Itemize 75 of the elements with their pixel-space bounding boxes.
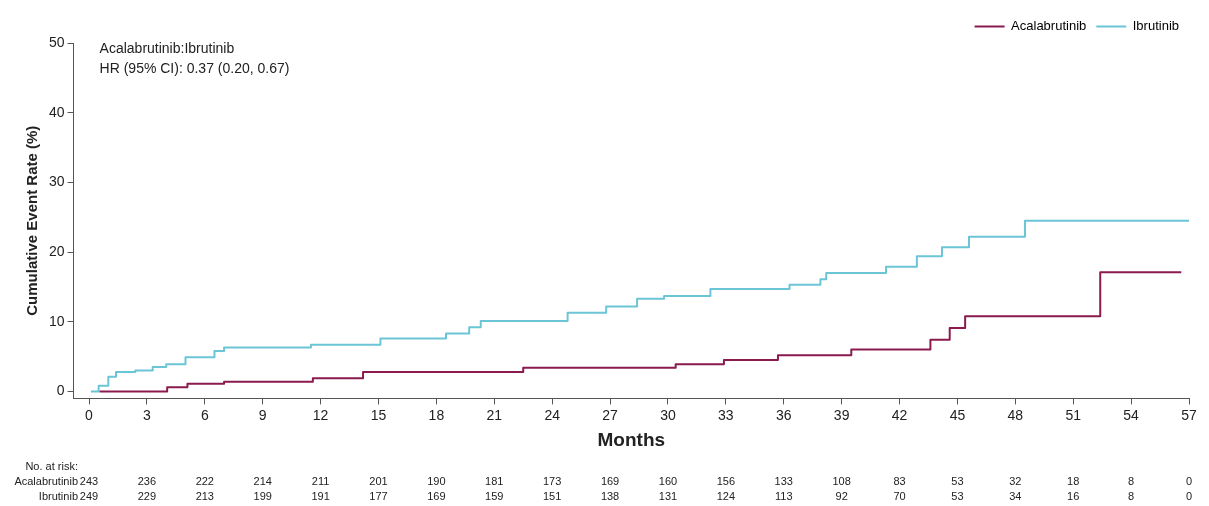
x-tick-label: 30	[660, 406, 676, 423]
text: 169	[600, 475, 620, 488]
text: 92	[835, 490, 848, 503]
x-tick-label: 27	[602, 406, 619, 423]
text: 173	[542, 475, 562, 488]
text: Ibrutinib	[38, 490, 78, 503]
text: 177	[369, 490, 388, 503]
x-tick-label: 36	[775, 406, 792, 423]
x-tick-label: 0	[85, 406, 94, 423]
text: 236	[137, 475, 157, 488]
text: 133	[774, 475, 793, 488]
text: 201	[369, 475, 388, 488]
x-tick-label: 9	[258, 406, 267, 423]
y-tick-label: 10	[48, 312, 65, 329]
y-tick-label: 20	[48, 242, 65, 259]
text: 131	[658, 490, 678, 503]
text: 113	[774, 490, 793, 503]
text: 138	[600, 490, 620, 503]
x-tick-label: 51	[1065, 406, 1082, 423]
y-tick-label: 0	[56, 382, 65, 399]
y-axis-title: Cumulative Event Rate (%)	[23, 125, 41, 316]
text: 53	[951, 475, 964, 488]
x-tick-label: 21	[486, 406, 503, 423]
x-tick-label: 42	[891, 406, 908, 423]
x-tick-label: 39	[833, 406, 850, 423]
text: 53	[951, 490, 964, 503]
text: 0	[1185, 475, 1193, 488]
x-axis-title: Months	[597, 428, 666, 450]
text: 124	[716, 490, 736, 503]
text: 191	[311, 490, 330, 503]
x-tick-label: 54	[1123, 406, 1140, 423]
text: 160	[658, 475, 678, 488]
x-tick-label: 45	[949, 406, 966, 423]
text: 156	[716, 475, 736, 488]
x-tick-label: 15	[370, 406, 387, 423]
y-tick-label: 30	[48, 173, 65, 190]
text: 70	[893, 490, 906, 503]
x-tick-label: 12	[312, 406, 329, 423]
text: 159	[485, 490, 504, 503]
text: 229	[137, 490, 157, 503]
text: 151	[542, 490, 562, 503]
text: 181	[485, 475, 504, 488]
text: 214	[253, 475, 272, 488]
text: 8	[1128, 475, 1135, 488]
text: 32	[1009, 475, 1022, 488]
text: No. at risk:	[25, 460, 78, 473]
text: Acalabrutinib	[14, 475, 78, 488]
text: 222	[195, 475, 214, 488]
x-tick-label: 18	[428, 406, 445, 423]
text: 190	[427, 475, 446, 488]
text: 211	[311, 475, 330, 488]
x-tick-label: 3	[143, 406, 152, 423]
text: 16	[1067, 490, 1080, 503]
x-tick-label: 24	[544, 406, 561, 423]
text: 213	[195, 490, 214, 503]
text: 169	[427, 490, 446, 503]
y-tick-label: 50	[48, 33, 65, 50]
x-tick-label: 33	[718, 406, 734, 423]
text: 8	[1128, 490, 1135, 503]
text: 108	[832, 475, 851, 488]
x-tick-label: 48	[1007, 406, 1024, 423]
text: 243	[79, 475, 99, 488]
legend-label: Acalabrutinib	[1011, 18, 1087, 34]
legend-label: Ibrutinib	[1132, 18, 1179, 34]
y-tick-label: 40	[48, 103, 65, 120]
annotation: HR (95% CI): 0.37 (0.20, 0.67)	[99, 59, 290, 76]
text: 18	[1067, 475, 1080, 488]
text: 83	[893, 475, 906, 488]
x-tick-label: 6	[200, 406, 209, 423]
text: 34	[1009, 490, 1022, 503]
x-tick-label: 57	[1181, 406, 1197, 423]
text: 0	[1185, 490, 1193, 503]
text: 199	[253, 490, 272, 503]
annotation: Acalabrutinib:Ibrutinib	[99, 39, 235, 56]
text: 249	[79, 490, 99, 503]
